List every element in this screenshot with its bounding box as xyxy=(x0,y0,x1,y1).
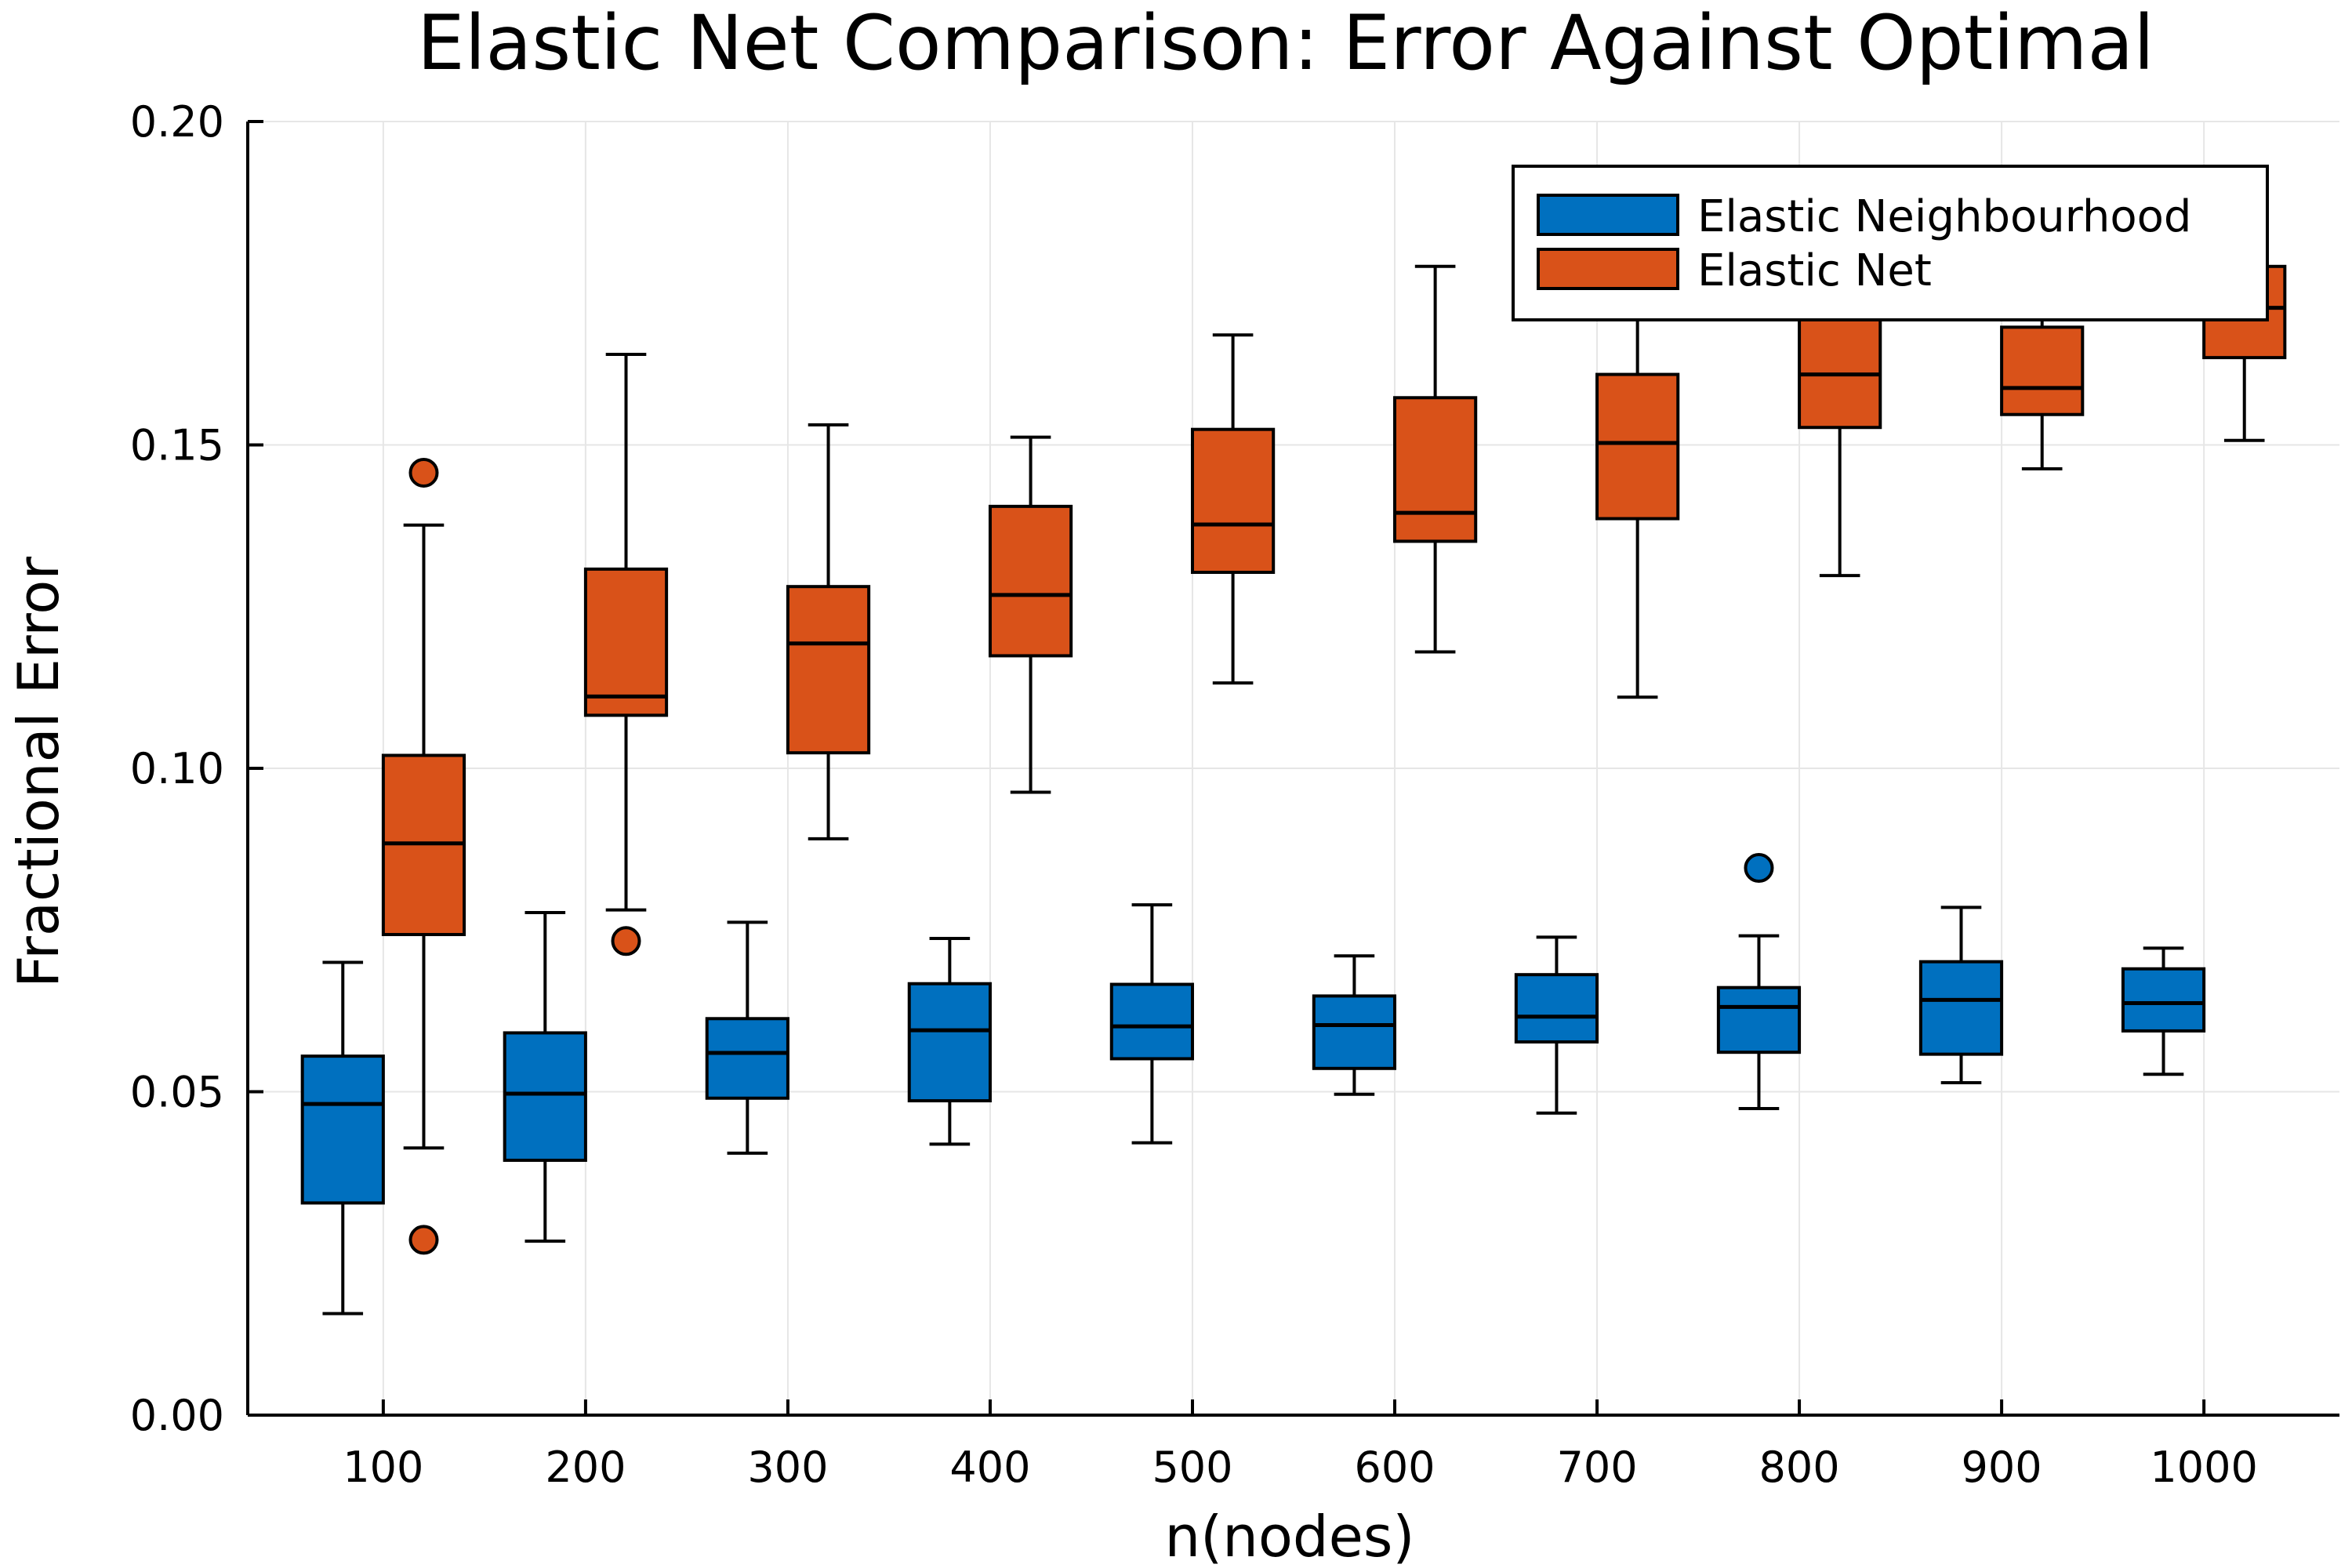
box-iqr xyxy=(705,1017,789,1100)
box-iqr xyxy=(1595,372,1680,521)
x-tick-label: 1000 xyxy=(2150,1443,2257,1492)
box-group xyxy=(1393,264,1478,654)
outlier-point xyxy=(408,457,439,488)
x-tick-label: 600 xyxy=(1354,1443,1435,1492)
box-group xyxy=(300,960,385,1316)
legend-swatch-elastic-neighbourhood xyxy=(1537,194,1679,236)
x-tick-label: 400 xyxy=(949,1443,1030,1492)
box-iqr xyxy=(583,567,669,717)
box-iqr xyxy=(1798,301,1882,430)
box-iqr xyxy=(1190,427,1276,575)
box-group xyxy=(1798,249,1882,578)
x-tick-label: 700 xyxy=(1557,1443,1638,1492)
box-iqr xyxy=(1716,985,1802,1054)
box-iqr xyxy=(907,982,992,1103)
y-tick-label: 0.00 xyxy=(130,1391,224,1440)
y-tick-label: 0.10 xyxy=(130,744,224,793)
outlier-point xyxy=(1744,853,1774,884)
box-group xyxy=(1190,333,1276,685)
box-group xyxy=(1514,935,1599,1115)
box-group xyxy=(1109,903,1194,1145)
tick-labels: 100 200 300 400 500 600 700 800 900 1000 0.00 0.05 0… xyxy=(130,97,2258,1492)
outlier-point xyxy=(611,926,641,956)
box-group xyxy=(583,353,669,956)
box-iqr xyxy=(1918,960,2004,1056)
y-tick-label: 0.15 xyxy=(130,421,224,470)
box-iqr xyxy=(1514,973,1599,1044)
legend: Elastic Neighbourhood Elastic Net xyxy=(1512,165,2269,321)
box-group xyxy=(381,457,466,1255)
box-group xyxy=(2121,946,2206,1076)
box-group xyxy=(2000,275,2085,471)
box-group xyxy=(786,423,871,840)
y-tick-label: 0.05 xyxy=(130,1068,224,1117)
box-group xyxy=(705,920,789,1155)
x-tick-label: 300 xyxy=(747,1443,828,1492)
x-tick-label: 100 xyxy=(343,1443,423,1492)
series-elastic-net xyxy=(381,236,2287,1255)
data-layer xyxy=(300,236,2287,1316)
outlier-point xyxy=(408,1225,439,1255)
box-group xyxy=(1595,236,1680,699)
series-elastic-neighbourhood xyxy=(300,853,2206,1316)
box-group xyxy=(503,910,587,1243)
chart-title: Elastic Net Comparison: Error Against Op… xyxy=(417,0,2154,87)
legend-label-elastic-net: Elastic Net xyxy=(1697,245,1932,296)
axes xyxy=(246,120,2339,1417)
legend-swatch-elastic-net xyxy=(1537,248,1679,290)
box-group xyxy=(988,435,1073,794)
x-tick-label: 800 xyxy=(1759,1443,1840,1492)
box-iqr xyxy=(300,1054,385,1205)
x-tick-label: 200 xyxy=(545,1443,626,1492)
box-group xyxy=(1918,906,2004,1084)
box-iqr xyxy=(988,504,1073,658)
box-group xyxy=(1716,853,1802,1110)
box-iqr xyxy=(786,585,871,755)
box-iqr xyxy=(1312,994,1397,1070)
x-axis-label: n(nodes) xyxy=(1164,1504,1414,1568)
box-group xyxy=(1312,954,1397,1096)
box-iqr xyxy=(503,1031,587,1162)
box-iqr xyxy=(2000,325,2085,416)
legend-label-elastic-neighbourhood: Elastic Neighbourhood xyxy=(1697,191,2191,242)
box-iqr xyxy=(2121,967,2206,1033)
box-iqr xyxy=(1393,396,1478,543)
y-tick-label: 0.20 xyxy=(130,97,224,147)
legend-frame xyxy=(1512,165,2269,321)
x-tick-label: 900 xyxy=(1962,1443,2042,1492)
box-group xyxy=(907,936,992,1146)
x-tick-label: 500 xyxy=(1152,1443,1232,1492)
box-iqr xyxy=(1109,982,1194,1061)
y-axis-label: Fractional Error xyxy=(5,557,71,988)
